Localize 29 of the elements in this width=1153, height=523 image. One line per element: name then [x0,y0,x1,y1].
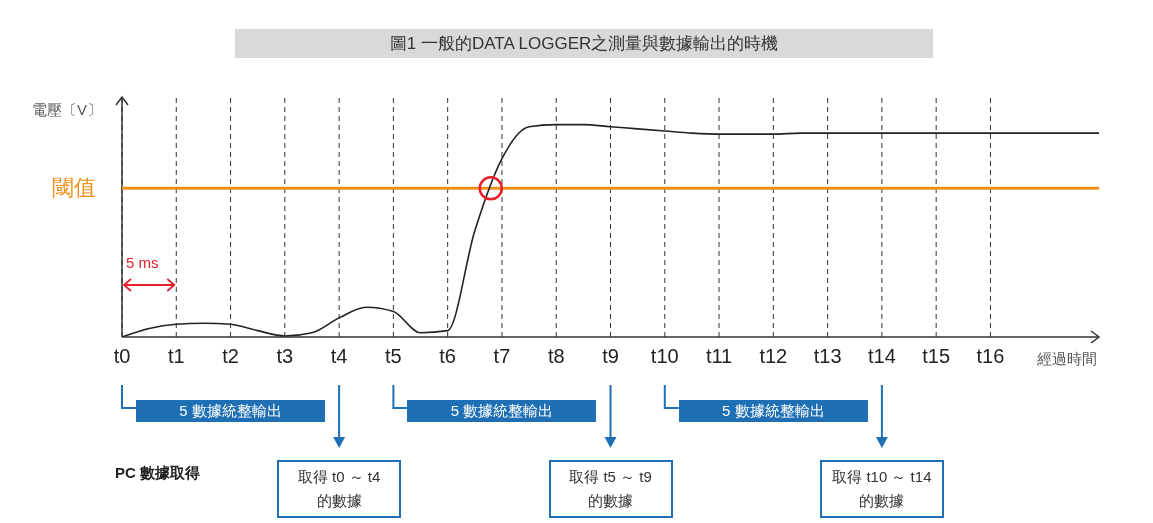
x-tick-label: t6 [439,345,457,368]
x-tick-label: t16 [976,345,1005,368]
x-tick-label: t15 [922,345,951,368]
annotation: 5 ms [126,254,159,271]
x-tick-label: t1 [167,345,185,368]
y-axis-title: 電壓〔V〕 [32,101,103,120]
text: 取得 t0 ～ t4 的數據 [297,467,381,511]
x-tick-label: t4 [330,345,348,368]
text: 5 數據統整輸出 [678,400,868,422]
ref-line-label: 閾值 [52,175,96,201]
text: 5 數據統整輸出 [136,400,326,422]
x-tick-label: t5 [385,345,402,368]
x-tick-label: t3 [276,345,294,368]
x-tick-label: t9 [602,345,619,368]
text: 取得 t10 ～ t14 的數據 [832,467,932,511]
x-tick-label: t0 [113,345,131,368]
x-tick-label: t13 [813,345,842,368]
x-tick-label: t14 [867,345,896,368]
text: PC 數據取得 [115,464,201,483]
x-tick-label: t8 [547,345,565,368]
chart-title: 圖1 一般的DATA LOGGER之測量與數據輸出的時機 [235,29,933,58]
x-axis-title: 經過時間 [1037,350,1097,369]
x-tick-label: t12 [759,345,788,368]
x-tick-label: t2 [222,345,239,368]
x-tick-label: t10 [650,345,679,368]
text: 5 數據統整輸出 [407,400,597,422]
x-tick-label: t7 [493,345,511,368]
x-tick-label: t11 [705,345,733,368]
text: 取得 t5 ～ t9 的數據 [569,467,652,511]
